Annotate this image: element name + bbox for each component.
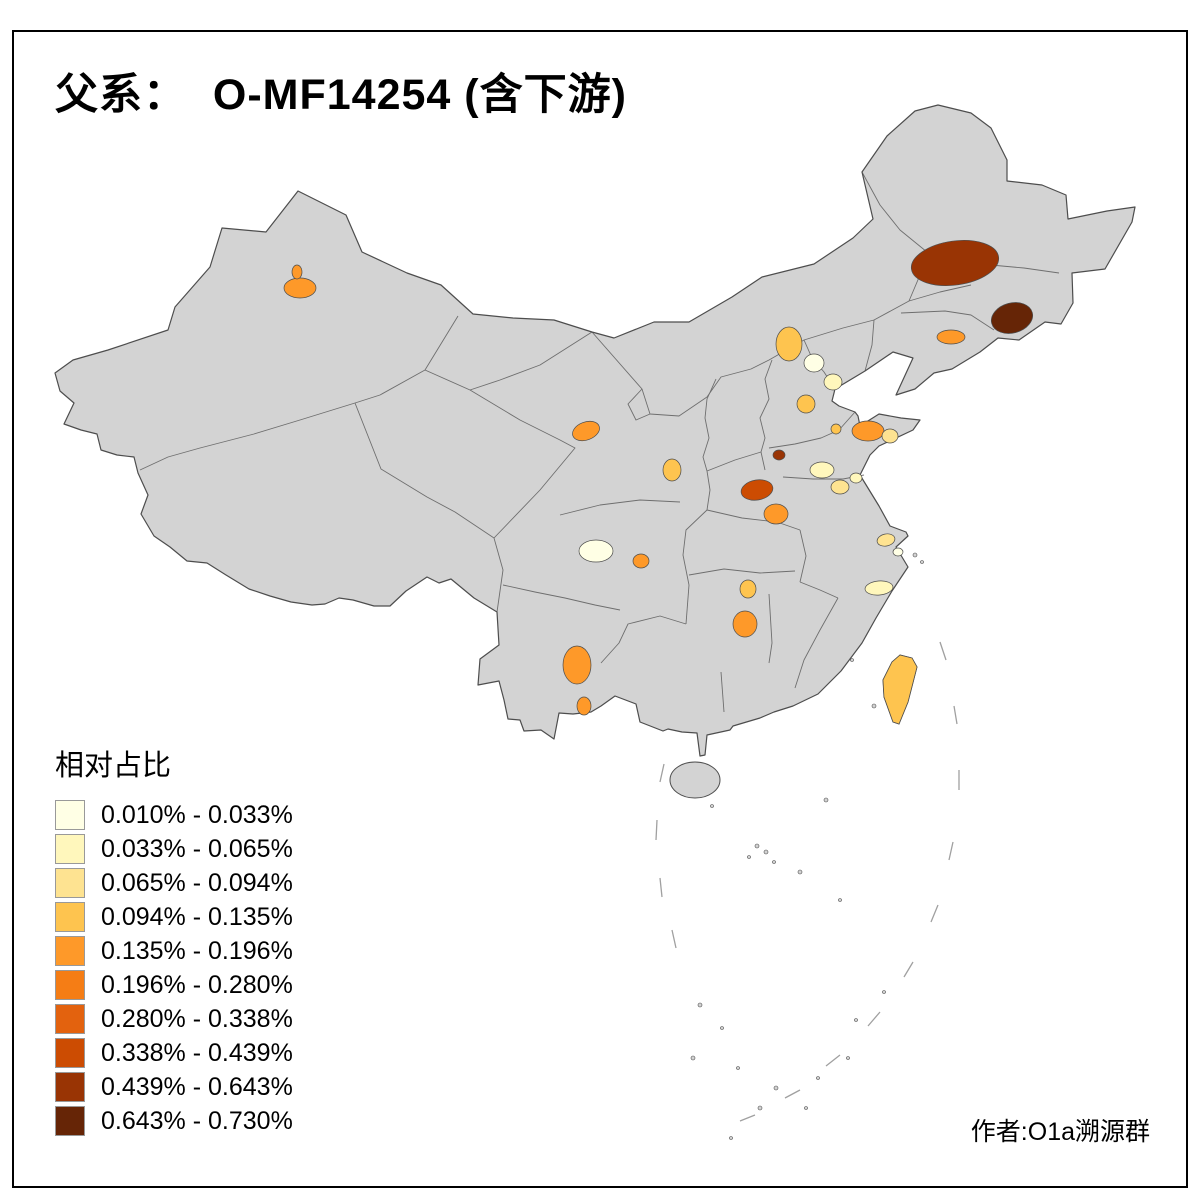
legend-swatch <box>55 1038 85 1068</box>
map-region-r23 <box>864 580 894 596</box>
scs-islands <box>690 552 924 1140</box>
hainan-island <box>669 761 721 799</box>
legend-swatch <box>55 868 85 898</box>
map-region-r27 <box>732 610 758 638</box>
legend-label: 0.196% - 0.280% <box>101 970 293 999</box>
legend-swatch <box>55 834 85 864</box>
map-region-r14 <box>881 428 899 444</box>
map-region-r28 <box>562 645 592 685</box>
map-region-r17 <box>763 503 789 525</box>
legend-item: 0.643% - 0.730% <box>55 1106 293 1136</box>
map-region-r01 <box>283 277 317 299</box>
legend-item: 0.196% - 0.280% <box>55 970 293 1000</box>
map-region-r10 <box>572 420 600 442</box>
map-region-r06 <box>775 326 803 362</box>
legend-label: 0.033% - 0.065% <box>101 834 293 863</box>
map-region-r03 <box>910 240 1000 286</box>
nine-dash-line <box>655 641 960 1122</box>
map-region-r19 <box>830 479 850 495</box>
legend-label: 0.338% - 0.439% <box>101 1038 293 1067</box>
map-region-r25 <box>632 553 650 569</box>
legend-item: 0.094% - 0.135% <box>55 902 293 932</box>
map-region-r09 <box>796 394 816 414</box>
legend-item: 0.338% - 0.439% <box>55 1038 293 1068</box>
legend-item: 0.065% - 0.094% <box>55 868 293 898</box>
map-region-r16 <box>740 479 774 501</box>
map-region-r15 <box>772 449 786 461</box>
legend-swatch <box>55 902 85 932</box>
legend-label: 0.643% - 0.730% <box>101 1106 293 1135</box>
map-region-r18 <box>809 461 835 479</box>
map-region-r21 <box>876 533 896 547</box>
legend-item: 0.280% - 0.338% <box>55 1004 293 1034</box>
legend-label: 0.280% - 0.338% <box>101 1004 293 1033</box>
legend-swatch <box>55 970 85 1000</box>
legend-item: 0.135% - 0.196% <box>55 936 293 966</box>
legend-swatch <box>55 1106 85 1136</box>
legend-swatch <box>55 1004 85 1034</box>
colored-regions <box>283 240 1034 725</box>
map-region-r07 <box>803 353 825 373</box>
legend-label: 0.094% - 0.135% <box>101 902 293 931</box>
map-region-r30 <box>882 654 918 725</box>
legend-item: 0.033% - 0.065% <box>55 834 293 864</box>
map-region-r24 <box>578 539 614 563</box>
attribution: 作者:O1a溯源群 <box>970 1118 1150 1146</box>
map-region-r11 <box>662 458 682 482</box>
legend-title: 相对占比 <box>55 750 172 782</box>
province-borders <box>139 171 1060 713</box>
legend-item: 0.010% - 0.033% <box>55 800 293 830</box>
map-region-r08 <box>823 373 843 391</box>
legend-swatch <box>55 1072 85 1102</box>
legend-label: 0.010% - 0.033% <box>101 800 293 829</box>
map-region-r26 <box>739 579 757 599</box>
map-region-r04 <box>990 302 1034 334</box>
map-region-r13 <box>851 420 885 442</box>
legend-swatch <box>55 800 85 830</box>
map-region-r22 <box>892 547 904 557</box>
legend-label: 0.439% - 0.643% <box>101 1072 293 1101</box>
page-title: 父系： O-MF14254 (含下游) <box>55 71 627 119</box>
map-region-r29 <box>576 696 592 716</box>
map-region-r02 <box>291 264 303 280</box>
legend-swatch <box>55 936 85 966</box>
legend-item: 0.439% - 0.643% <box>55 1072 293 1102</box>
map-region-r12 <box>830 423 842 435</box>
map-region-r20 <box>849 472 863 484</box>
legend: 相对占比 0.010% - 0.033% 0.033% - 0.065% 0.0… <box>55 742 293 1140</box>
legend-label: 0.065% - 0.094% <box>101 868 293 897</box>
legend-label: 0.135% - 0.196% <box>101 936 293 965</box>
map-region-r05 <box>936 329 966 345</box>
